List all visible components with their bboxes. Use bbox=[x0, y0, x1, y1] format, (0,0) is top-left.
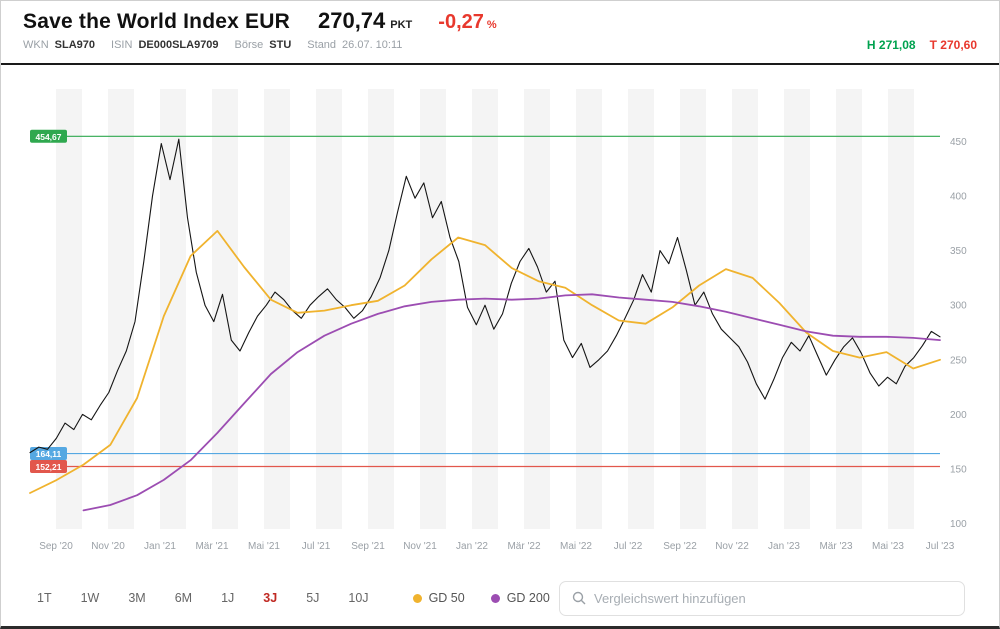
threshold-badge-label: 454,67 bbox=[36, 132, 62, 142]
change-percent: -0,27 % bbox=[438, 11, 497, 33]
range-button-3m[interactable]: 3M bbox=[128, 591, 146, 605]
series-gd200 bbox=[82, 293, 941, 512]
price-chart[interactable]: 454,67 164,11 152,21 450 400 350 300 250 200 150 1… bbox=[5, 77, 995, 563]
meta-isin: ISIN DE000SLA9709 bbox=[111, 39, 219, 51]
month-stripe bbox=[472, 89, 498, 529]
x-axis-label: Sep '21 bbox=[351, 541, 385, 552]
series-gd50 bbox=[29, 230, 941, 494]
chart-legend: GD 50 GD 200 bbox=[412, 591, 550, 605]
range-selector: 1T 1W 3M 6M 1J 3J 5J 10J bbox=[37, 591, 369, 605]
y-axis-label: 250 bbox=[950, 355, 967, 366]
month-stripe bbox=[732, 89, 758, 529]
y-axis-label: 300 bbox=[950, 301, 967, 312]
x-axis-label: Mai '21 bbox=[248, 541, 280, 552]
x-axis-label: Jan '21 bbox=[144, 541, 176, 552]
x-axis-label: Mär '22 bbox=[507, 541, 540, 552]
y-axis-label: 350 bbox=[950, 246, 967, 257]
index-value: 270,74 bbox=[317, 8, 386, 33]
x-axis-label: Sep '20 bbox=[39, 541, 73, 552]
index-quote: 270,74 PKT bbox=[318, 8, 412, 34]
x-axis-label: Jan '22 bbox=[456, 541, 488, 552]
meta-boerse: Börse STU bbox=[234, 39, 292, 51]
month-stripe bbox=[628, 89, 654, 529]
day-high: H 271,08 bbox=[866, 38, 916, 52]
chart-toolbar: 1T 1W 3M 6M 1J 3J 5J 10J GD 50 GD 200 bbox=[1, 578, 999, 618]
x-axis-label: Mai '23 bbox=[872, 541, 904, 552]
legend-dot bbox=[412, 593, 422, 603]
compare-search-input[interactable] bbox=[594, 590, 952, 606]
threshold-badge-label: 152,21 bbox=[36, 462, 62, 472]
month-stripe bbox=[108, 89, 134, 529]
x-axis-label: Nov '20 bbox=[91, 541, 125, 552]
month-stripe bbox=[524, 89, 550, 529]
series-price bbox=[29, 138, 941, 454]
threshold-badge-label: 164,11 bbox=[36, 449, 62, 459]
index-unit: PKT bbox=[390, 19, 413, 31]
range-button-10j[interactable]: 10J bbox=[348, 591, 369, 605]
search-icon bbox=[572, 591, 586, 605]
x-axis-label: Nov '21 bbox=[403, 541, 437, 552]
threshold-badge bbox=[30, 460, 67, 474]
threshold-badge bbox=[30, 447, 67, 461]
x-axis-label: Jul '22 bbox=[614, 541, 643, 552]
y-axis-label: 150 bbox=[950, 464, 967, 475]
range-button-1j[interactable]: 1J bbox=[221, 591, 235, 605]
x-axis-label: Mär '21 bbox=[195, 541, 228, 552]
chart-area: 454,67 164,11 152,21 450 400 350 300 250 200 150 1… bbox=[1, 77, 999, 563]
range-button-1t[interactable]: 1T bbox=[37, 591, 52, 605]
y-axis-label: 450 bbox=[950, 137, 967, 148]
y-axis-label: 200 bbox=[950, 410, 967, 421]
meta-wkn: WKN SLA970 bbox=[23, 39, 96, 51]
x-axis-label: Nov '22 bbox=[715, 541, 749, 552]
month-stripe bbox=[420, 89, 446, 529]
x-axis-label: Jan '23 bbox=[768, 541, 800, 552]
legend-gd50[interactable]: GD 50 bbox=[412, 591, 465, 605]
page-title: Save the World Index EUR bbox=[23, 10, 290, 33]
header: Save the World Index EUR 270,74 PKT -0,2… bbox=[1, 1, 999, 65]
month-stripe bbox=[888, 89, 914, 529]
x-axis-label: Mär '23 bbox=[819, 541, 852, 552]
x-axis-label: Jul '23 bbox=[926, 541, 955, 552]
y-axis-label: 100 bbox=[950, 519, 967, 530]
month-stripe bbox=[264, 89, 290, 529]
month-stripe bbox=[368, 89, 394, 529]
x-axis-label: Mai '22 bbox=[560, 541, 592, 552]
y-axis-label: 400 bbox=[950, 191, 967, 202]
month-stripe bbox=[784, 89, 810, 529]
compare-search-box[interactable] bbox=[559, 580, 965, 616]
month-stripe bbox=[680, 89, 706, 529]
x-axis-label: Sep '22 bbox=[663, 541, 697, 552]
legend-gd200[interactable]: GD 200 bbox=[490, 591, 550, 605]
threshold-badge bbox=[30, 129, 67, 143]
day-low: T 270,60 bbox=[929, 38, 977, 52]
range-button-3j[interactable]: 3J bbox=[263, 591, 278, 605]
legend-dot bbox=[490, 593, 500, 603]
range-button-1w[interactable]: 1W bbox=[80, 591, 100, 605]
x-axis-label: Jul '21 bbox=[302, 541, 331, 552]
meta-stand: Stand 26.07. 10:11 bbox=[307, 39, 403, 51]
month-stripe bbox=[836, 89, 862, 529]
range-button-6m[interactable]: 6M bbox=[174, 591, 193, 605]
range-button-5j[interactable]: 5J bbox=[306, 591, 320, 605]
